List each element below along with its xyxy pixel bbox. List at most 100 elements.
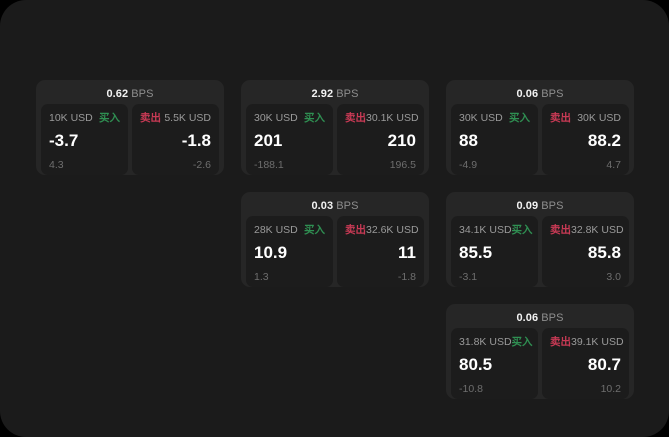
bps-value: 2.92 <box>311 88 334 100</box>
bps-header: 0.06 BPS <box>451 309 629 328</box>
secondary-value: -1.8 <box>397 271 416 283</box>
sell-side-label: 卖出 <box>550 336 571 348</box>
quote-column: 2.92 BPS 30K USD 买入 201 -188.1 卖出 30.1K USD 210 1… <box>241 80 429 287</box>
secondary-value: 3.0 <box>606 271 621 283</box>
secondary-value: -2.6 <box>192 159 211 171</box>
quote-column: 0.06 BPS 30K USD 买入 88 -4.9 卖出 30K USD 88.2 4.7 0.… <box>446 80 634 399</box>
buy-side-label: 买入 <box>304 224 325 236</box>
secondary-value: 1.3 <box>254 271 269 283</box>
panel-header-row: 卖出 32.8K USD <box>550 223 624 237</box>
panel-header-row: 28K USD 买入 <box>254 223 325 237</box>
bps-unit-label: BPS <box>541 312 564 324</box>
sell-panel[interactable]: 卖出 30K USD 88.2 4.7 <box>542 104 629 175</box>
buy-side-label: 买入 <box>511 336 533 348</box>
order-size-label: 10K USD <box>49 112 93 124</box>
side-panels: 28K USD 买入 10.9 1.3 卖出 32.6K USD 11 -1.8 <box>246 216 424 287</box>
primary-value: -3.7 <box>49 131 79 150</box>
quote-group-card[interactable]: 0.06 BPS 31.8K USD 买入 80.5 -10.8 卖出 39.1K USD 80… <box>446 304 634 399</box>
buy-side-label: 买入 <box>511 224 533 236</box>
quote-group-card[interactable]: 0.03 BPS 28K USD 买入 10.9 1.3 卖出 32.6K USD 11 -1.8 <box>241 192 429 287</box>
bps-value: 0.62 <box>106 88 129 100</box>
panel-header-row: 卖出 5.5K USD <box>140 111 211 125</box>
quote-group-card[interactable]: 0.06 BPS 30K USD 买入 88 -4.9 卖出 30K USD 88.2 4.7 <box>446 80 634 175</box>
sell-side-label: 卖出 <box>140 112 161 124</box>
bps-unit-label: BPS <box>541 88 564 100</box>
quote-group-card[interactable]: 2.92 BPS 30K USD 买入 201 -188.1 卖出 30.1K USD 210 1… <box>241 80 429 175</box>
bps-value: 0.09 <box>516 200 539 212</box>
secondary-value: 10.2 <box>600 383 621 395</box>
bps-unit-label: BPS <box>336 88 359 100</box>
panel-header-row: 卖出 32.6K USD <box>345 223 419 237</box>
bps-header: 0.03 BPS <box>246 197 424 216</box>
buy-panel[interactable]: 10K USD 买入 -3.7 4.3 <box>41 104 128 175</box>
order-size-label: 28K USD <box>254 224 298 236</box>
sell-panel[interactable]: 卖出 5.5K USD -1.8 -2.6 <box>132 104 219 175</box>
sell-side-label: 卖出 <box>345 112 366 124</box>
primary-value: 80.5 <box>459 355 493 374</box>
primary-value: 210 <box>387 131 416 150</box>
quote-column: 0.62 BPS 10K USD 买入 -3.7 4.3 卖出 5.5K USD -1.8 -2.… <box>36 80 224 175</box>
side-panels: 34.1K USD 买入 85.5 -3.1 卖出 32.8K USD 85.8 3.0 <box>451 216 629 287</box>
secondary-value: -4.9 <box>459 159 478 171</box>
panel-header-row: 31.8K USD 买入 <box>459 335 533 349</box>
primary-value: 88.2 <box>587 131 621 150</box>
buy-panel[interactable]: 34.1K USD 买入 85.5 -3.1 <box>451 216 538 287</box>
order-size-label: 30K USD <box>459 112 503 124</box>
sell-panel[interactable]: 卖出 32.6K USD 11 -1.8 <box>337 216 424 287</box>
order-size-label: 30K USD <box>577 112 621 124</box>
panel-header-row: 10K USD 买入 <box>49 111 120 125</box>
quote-group-card[interactable]: 0.62 BPS 10K USD 买入 -3.7 4.3 卖出 5.5K USD -1.8 -2.… <box>36 80 224 175</box>
sell-side-label: 卖出 <box>345 224 366 236</box>
secondary-value: 4.7 <box>606 159 621 171</box>
panel-header-row: 34.1K USD 买入 <box>459 223 533 237</box>
secondary-value: -10.8 <box>459 383 483 395</box>
quote-group-card[interactable]: 0.09 BPS 34.1K USD 买入 85.5 -3.1 卖出 32.8K USD 85.… <box>446 192 634 287</box>
primary-value: 80.7 <box>587 355 621 374</box>
order-size-label: 32.8K USD <box>571 224 624 236</box>
sell-side-label: 卖出 <box>550 224 571 236</box>
panel-header-row: 30K USD 买入 <box>459 111 530 125</box>
bps-value: 0.06 <box>516 312 539 324</box>
bps-value: 0.03 <box>311 200 334 212</box>
order-size-label: 32.6K USD <box>366 224 419 236</box>
buy-panel[interactable]: 30K USD 买入 201 -188.1 <box>246 104 333 175</box>
bps-unit-label: BPS <box>336 200 359 212</box>
primary-value: -1.8 <box>181 131 211 150</box>
buy-panel[interactable]: 31.8K USD 买入 80.5 -10.8 <box>451 328 538 399</box>
secondary-value: -188.1 <box>254 159 284 171</box>
bps-header: 0.09 BPS <box>451 197 629 216</box>
primary-value: 85.5 <box>459 243 493 262</box>
panel-header-row: 卖出 30K USD <box>550 111 621 125</box>
primary-value: 11 <box>398 243 416 262</box>
primary-value: 201 <box>254 131 283 150</box>
bps-header: 0.06 BPS <box>451 85 629 104</box>
secondary-value: 196.5 <box>389 159 416 171</box>
bps-unit-label: BPS <box>131 88 154 100</box>
bps-unit-label: BPS <box>541 200 564 212</box>
order-size-label: 5.5K USD <box>164 112 211 124</box>
panel-header-row: 卖出 30.1K USD <box>345 111 419 125</box>
panel-header-row: 卖出 39.1K USD <box>550 335 624 349</box>
buy-side-label: 买入 <box>509 112 530 124</box>
secondary-value: 4.3 <box>49 159 64 171</box>
bps-header: 2.92 BPS <box>246 85 424 104</box>
sell-panel[interactable]: 卖出 30.1K USD 210 196.5 <box>337 104 424 175</box>
side-panels: 30K USD 买入 201 -188.1 卖出 30.1K USD 210 196.5 <box>246 104 424 175</box>
buy-panel[interactable]: 28K USD 买入 10.9 1.3 <box>246 216 333 287</box>
order-size-label: 39.1K USD <box>571 336 624 348</box>
sell-side-label: 卖出 <box>550 112 571 124</box>
sell-panel[interactable]: 卖出 32.8K USD 85.8 3.0 <box>542 216 629 287</box>
primary-value: 10.9 <box>254 243 288 262</box>
buy-panel[interactable]: 30K USD 买入 88 -4.9 <box>451 104 538 175</box>
primary-value: 88 <box>459 131 478 150</box>
panel-header-row: 30K USD 买入 <box>254 111 325 125</box>
side-panels: 30K USD 买入 88 -4.9 卖出 30K USD 88.2 4.7 <box>451 104 629 175</box>
buy-side-label: 买入 <box>99 112 120 124</box>
order-size-label: 30.1K USD <box>366 112 419 124</box>
quote-board: 0.62 BPS 10K USD 买入 -3.7 4.3 卖出 5.5K USD -1.8 -2.… <box>36 80 636 399</box>
secondary-value: -3.1 <box>459 271 478 283</box>
order-size-label: 34.1K USD <box>459 224 512 236</box>
primary-value: 85.8 <box>587 243 621 262</box>
sell-panel[interactable]: 卖出 39.1K USD 80.7 10.2 <box>542 328 629 399</box>
